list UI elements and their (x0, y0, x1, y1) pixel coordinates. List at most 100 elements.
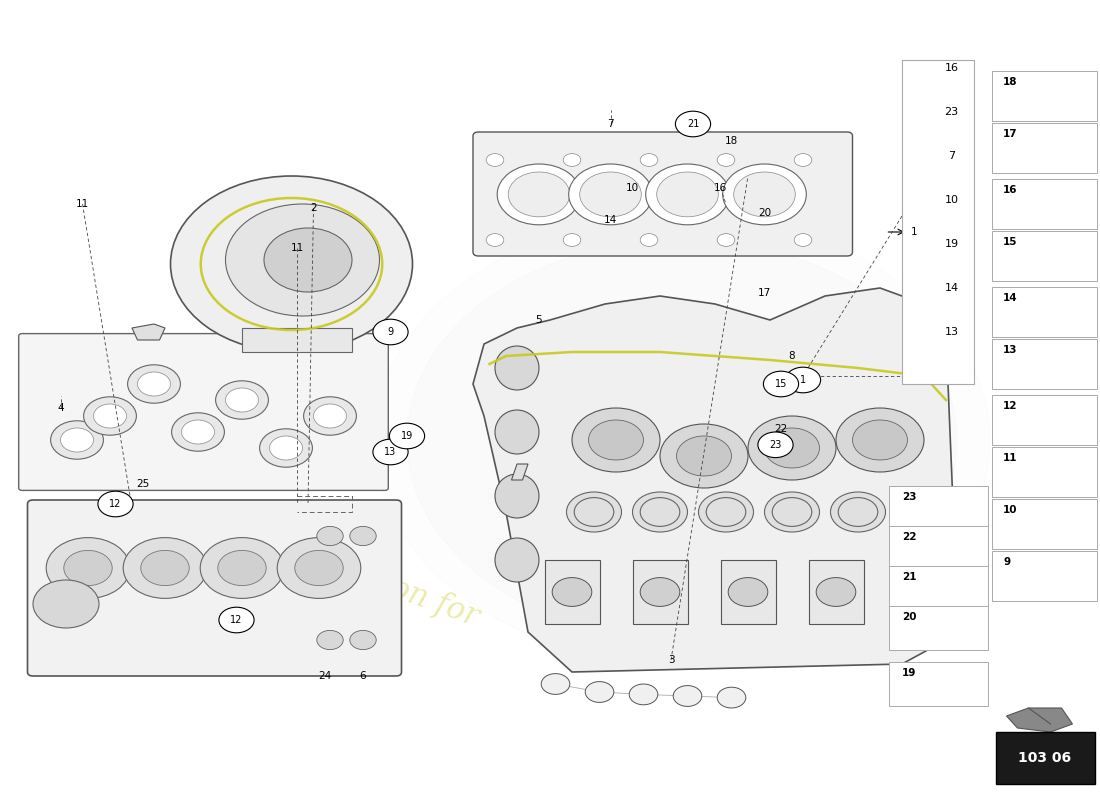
Bar (889, 486, 988, 530)
Circle shape (216, 381, 268, 419)
Circle shape (407, 240, 957, 640)
Polygon shape (1006, 708, 1072, 732)
Bar (889, 566, 988, 610)
Circle shape (629, 684, 658, 705)
Circle shape (317, 630, 343, 650)
Circle shape (304, 397, 356, 435)
Bar (992, 551, 1097, 601)
Circle shape (314, 404, 346, 428)
Text: 22: 22 (902, 532, 916, 542)
Text: 12: 12 (230, 615, 243, 625)
Text: 10: 10 (626, 183, 639, 193)
Circle shape (46, 538, 130, 598)
Text: 16: 16 (1003, 185, 1018, 195)
Circle shape (657, 172, 718, 217)
Text: 14: 14 (604, 215, 617, 225)
Bar (992, 339, 1097, 389)
Circle shape (632, 492, 688, 532)
Circle shape (852, 420, 907, 460)
Bar (632, 560, 688, 624)
Circle shape (673, 686, 702, 706)
Polygon shape (132, 324, 165, 340)
Ellipse shape (495, 474, 539, 518)
Text: 4: 4 (57, 403, 64, 413)
Text: 9: 9 (1003, 557, 1010, 567)
Text: 8: 8 (789, 351, 795, 361)
Circle shape (200, 538, 284, 598)
Text: 21: 21 (902, 572, 916, 582)
Circle shape (94, 404, 126, 428)
Text: 23: 23 (769, 440, 782, 450)
Bar (808, 560, 864, 624)
Circle shape (60, 428, 94, 452)
Text: 14: 14 (1003, 293, 1018, 303)
Circle shape (569, 164, 652, 225)
Circle shape (486, 154, 504, 166)
Text: 22: 22 (774, 424, 788, 434)
Circle shape (541, 674, 570, 694)
Circle shape (640, 154, 658, 166)
Ellipse shape (495, 538, 539, 582)
Circle shape (350, 526, 376, 546)
Text: 11: 11 (290, 243, 304, 253)
Text: 3: 3 (668, 655, 674, 665)
Text: 25: 25 (136, 479, 150, 489)
Circle shape (830, 492, 886, 532)
Text: 24: 24 (318, 671, 331, 681)
Text: 15: 15 (774, 379, 788, 389)
Circle shape (785, 367, 821, 393)
Text: 23: 23 (902, 492, 916, 502)
Circle shape (717, 234, 735, 246)
Circle shape (218, 550, 266, 586)
Text: 12: 12 (1003, 401, 1018, 411)
Bar (992, 123, 1097, 173)
Circle shape (723, 164, 806, 225)
Bar (992, 447, 1097, 497)
FancyBboxPatch shape (19, 334, 388, 490)
Circle shape (794, 154, 812, 166)
Text: 15: 15 (1003, 237, 1018, 247)
Bar (992, 287, 1097, 337)
Circle shape (486, 234, 504, 246)
Text: ELPARTS: ELPARTS (608, 374, 866, 426)
Ellipse shape (170, 176, 412, 352)
Circle shape (226, 388, 258, 412)
Bar (889, 526, 988, 570)
PathPatch shape (473, 288, 957, 672)
Text: 103 06: 103 06 (1019, 750, 1071, 765)
Circle shape (51, 421, 103, 459)
Circle shape (728, 578, 768, 606)
Circle shape (717, 154, 735, 166)
Circle shape (295, 550, 343, 586)
Polygon shape (512, 464, 528, 480)
Circle shape (508, 172, 570, 217)
Text: 13: 13 (1003, 345, 1018, 355)
Circle shape (350, 630, 376, 650)
Ellipse shape (226, 204, 380, 316)
Circle shape (566, 492, 621, 532)
Circle shape (260, 429, 312, 467)
Circle shape (580, 172, 641, 217)
Circle shape (698, 492, 754, 532)
Circle shape (277, 538, 361, 598)
Bar (720, 560, 775, 624)
Circle shape (836, 408, 924, 472)
Circle shape (646, 164, 729, 225)
Bar (902, 60, 974, 384)
Text: 17: 17 (1003, 129, 1018, 139)
Circle shape (763, 371, 799, 397)
Text: 1: 1 (911, 227, 917, 237)
Circle shape (84, 397, 136, 435)
Text: 18: 18 (1003, 77, 1018, 87)
Circle shape (128, 365, 180, 403)
Text: 2: 2 (310, 203, 317, 213)
Text: 16: 16 (714, 183, 727, 193)
Text: 20: 20 (758, 208, 771, 218)
FancyBboxPatch shape (473, 132, 852, 256)
Circle shape (552, 578, 592, 606)
Circle shape (172, 413, 224, 451)
Circle shape (563, 234, 581, 246)
Bar (544, 560, 600, 624)
Bar (889, 606, 988, 650)
Circle shape (317, 526, 343, 546)
